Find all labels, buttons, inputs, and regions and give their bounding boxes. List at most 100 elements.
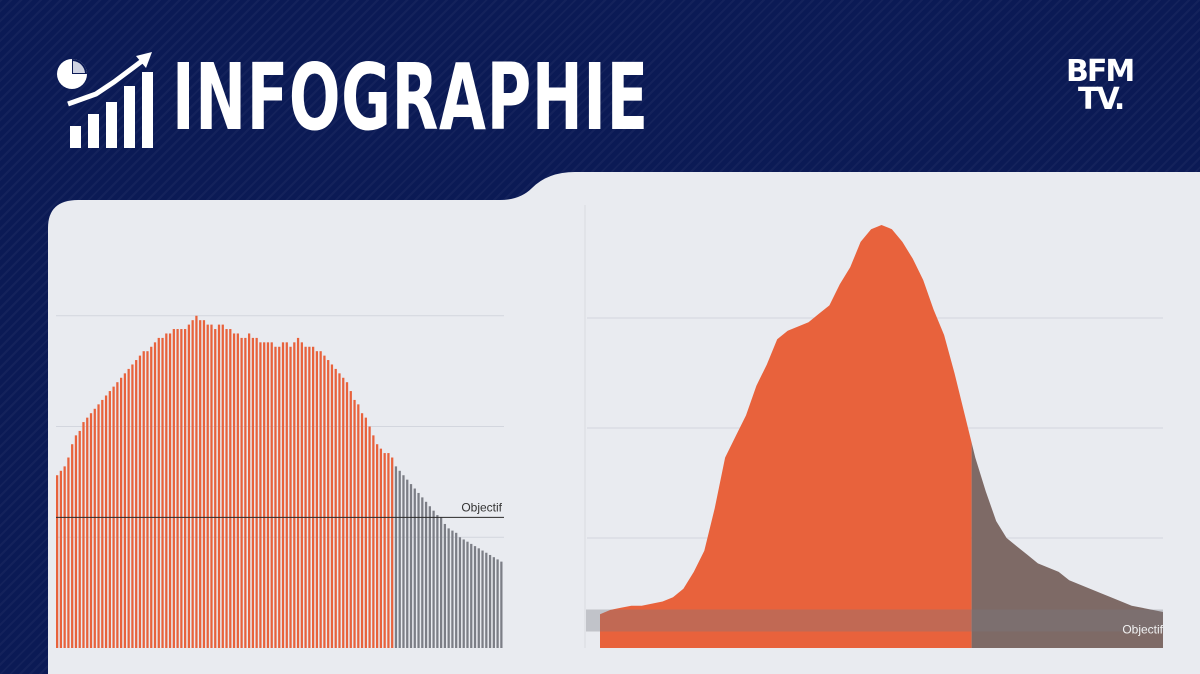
bar [500,561,503,648]
bar [462,539,465,648]
bar [330,364,334,648]
bar [391,457,394,648]
bar [104,395,108,648]
bar [229,329,232,648]
bar [398,470,401,648]
bar [168,333,172,648]
bar [161,337,164,648]
bar [323,355,326,648]
bar [413,488,416,648]
bar [312,346,315,648]
chart-right-area: Objectif [586,225,1164,648]
bar [266,342,270,648]
bar [364,417,367,648]
bar [372,435,375,648]
bar [172,329,175,648]
bar [357,404,360,648]
bar [455,532,458,648]
bar [424,501,428,648]
bar [206,324,209,648]
bar [270,342,273,648]
bar [195,315,198,648]
bar [360,413,364,648]
area-projection [971,225,1163,648]
bar [187,324,191,648]
bar [440,517,443,648]
bar [278,346,281,648]
bar [436,515,439,648]
bar [379,448,383,648]
bar [473,546,477,648]
bar [409,484,413,648]
bar [248,333,251,648]
bar [135,360,138,648]
bar [492,557,495,648]
bar [120,377,123,648]
bar [485,552,488,648]
bar [210,324,213,648]
bar [470,543,473,648]
bar [82,422,85,648]
bar [202,320,206,648]
bar [97,404,100,648]
bar [78,430,81,648]
bar [131,364,134,648]
bar [308,346,311,648]
bar [217,324,221,648]
bar [89,413,93,648]
bar [368,426,371,648]
bar [232,333,236,648]
bar [259,342,262,648]
bar [180,329,183,648]
objective-label: Objectif [461,500,502,514]
bar [402,475,405,648]
bar [466,541,469,648]
area-current [600,225,972,648]
bar [285,342,288,648]
bar [225,329,228,648]
bar [146,351,149,648]
bar [421,497,424,648]
bar [244,337,247,648]
bar [376,444,379,648]
bar [176,329,179,648]
objective-band [586,609,1163,632]
bar [296,337,300,648]
bar [184,329,187,648]
bar [59,470,63,648]
bar [300,342,303,648]
bar [71,444,74,648]
bar [86,417,89,648]
bar [63,466,66,648]
bar [153,342,157,648]
bar [240,337,243,648]
bar [255,337,258,648]
bar [221,324,224,648]
bar [150,346,153,648]
bar [251,337,255,648]
bar [334,368,337,648]
bar [417,492,420,648]
bar [214,329,217,648]
bar [274,346,277,648]
bfmtv-logo: BFM TV. [1066,54,1146,117]
bar [74,435,78,648]
chart-growth-icon [57,52,153,148]
chart-left-bar: Objectif [56,315,504,648]
logo-line2: TV. [1078,82,1125,117]
bar [315,351,319,648]
logo-line1: BFM [1066,54,1135,89]
bar [123,373,127,648]
bar [289,346,292,648]
page-title: INFOGRAPHIE [172,44,649,151]
bar [451,530,454,648]
bar [138,355,142,648]
bar [496,559,499,648]
bar [236,333,239,648]
bar [165,333,168,648]
bar [349,391,352,648]
bar [342,377,345,648]
bar [93,408,96,648]
bar [127,368,130,648]
